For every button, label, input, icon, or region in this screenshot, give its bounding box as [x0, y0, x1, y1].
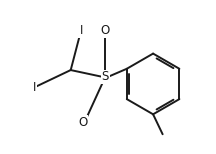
Text: S: S: [102, 71, 109, 83]
Text: O: O: [78, 116, 87, 129]
Text: I: I: [79, 24, 83, 37]
Text: I: I: [33, 81, 36, 94]
Text: O: O: [101, 24, 110, 37]
